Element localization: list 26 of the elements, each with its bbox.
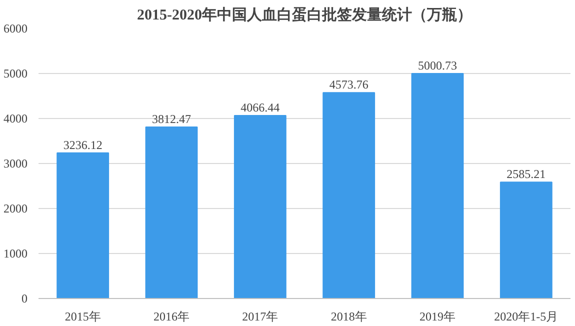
bar — [56, 152, 110, 298]
x-tick-label: 2018年 — [330, 310, 367, 324]
y-tick-label: 6000 — [4, 22, 28, 36]
y-tick-label: 5000 — [4, 66, 28, 80]
y-tick-label: 0 — [22, 292, 28, 306]
bar — [322, 92, 376, 298]
data-label: 2585.21 — [506, 167, 546, 182]
data-label: 3812.47 — [152, 112, 191, 126]
x-tick-label: 2017年 — [242, 310, 278, 324]
data-label: 4066.44 — [240, 100, 280, 115]
x-tick-label: 2020年1-5月 — [494, 310, 558, 324]
data-label: 4573.76 — [329, 78, 368, 92]
x-tick-label: 2016年 — [154, 310, 190, 324]
y-tick-label: 2000 — [4, 202, 28, 216]
x-tick-label: 2015年 — [64, 310, 101, 324]
bar — [234, 115, 286, 298]
bar — [411, 72, 464, 298]
y-tick-label: 4000 — [4, 112, 28, 126]
x-tick-label: 2019年 — [420, 310, 456, 324]
y-tick-label: 1000 — [4, 246, 28, 260]
bar — [500, 182, 552, 298]
bar — [145, 126, 198, 298]
y-tick-label: 3000 — [4, 156, 28, 170]
data-label: 3236.12 — [63, 138, 102, 152]
data-label: 5000.73 — [418, 58, 457, 72]
chart-title: 2015-2020年中国人血白蛋白批签发量统计（万瓶） — [137, 6, 472, 24]
